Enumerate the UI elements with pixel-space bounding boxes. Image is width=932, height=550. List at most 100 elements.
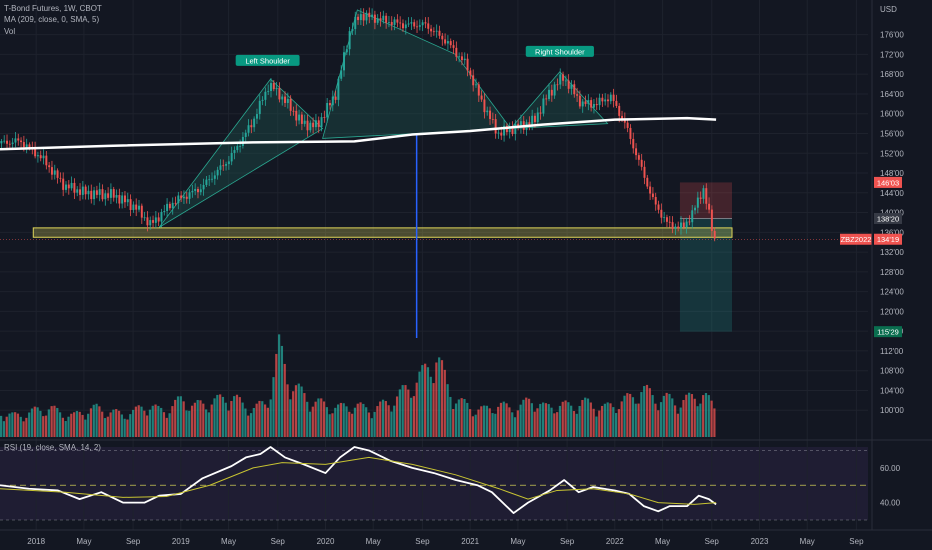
candle-body bbox=[475, 84, 477, 86]
volume-bar bbox=[320, 398, 323, 437]
candle-body bbox=[626, 122, 629, 128]
candle-body bbox=[682, 222, 685, 228]
volume-bar bbox=[188, 410, 191, 437]
candle-body bbox=[430, 28, 433, 32]
volume-bar bbox=[0, 415, 3, 437]
candle-body bbox=[306, 120, 309, 131]
y-tick-label: 100'00 bbox=[880, 406, 904, 415]
candle-body bbox=[362, 14, 365, 21]
candle-body bbox=[359, 14, 362, 21]
volume-bar bbox=[609, 403, 612, 437]
annotation-badge bbox=[525, 45, 594, 57]
candle-body bbox=[267, 90, 270, 92]
volume-bar bbox=[547, 404, 550, 437]
candle-body bbox=[50, 167, 53, 175]
price-tag-bg bbox=[840, 233, 872, 245]
volume-bar bbox=[50, 406, 53, 437]
volume-bar bbox=[162, 412, 166, 437]
candle-body bbox=[550, 89, 553, 96]
volume-bar bbox=[432, 383, 435, 437]
rsi-legend[interactable]: RSI (19, close, SMA, 14, 2) bbox=[4, 443, 101, 452]
volume-bar bbox=[233, 396, 236, 437]
volume-bar bbox=[120, 414, 123, 437]
volume-bar bbox=[606, 402, 609, 437]
volume-bar bbox=[407, 389, 410, 437]
candle-body bbox=[598, 97, 601, 106]
volume-bar bbox=[410, 397, 413, 437]
volume-bar bbox=[151, 405, 154, 437]
volume-bar bbox=[499, 402, 503, 437]
x-tick-label: Sep bbox=[560, 537, 575, 546]
candle-body bbox=[452, 45, 455, 48]
candle-body bbox=[357, 16, 360, 21]
volume-bar bbox=[67, 416, 70, 437]
candle-body bbox=[396, 19, 399, 23]
volume-bar bbox=[5, 416, 8, 437]
candle-body bbox=[289, 98, 292, 111]
candle-body bbox=[567, 80, 570, 89]
candle-body bbox=[8, 143, 11, 145]
candle-body bbox=[314, 120, 317, 128]
candle-body bbox=[244, 132, 247, 137]
volume-bar bbox=[600, 405, 604, 437]
volume-bar bbox=[101, 411, 104, 437]
candle-body bbox=[435, 30, 438, 32]
candle-body bbox=[25, 144, 28, 148]
candle-body bbox=[604, 99, 607, 102]
volume-bar bbox=[87, 413, 90, 437]
volume-bar bbox=[261, 401, 264, 437]
candle-body bbox=[489, 110, 492, 119]
candle-body bbox=[11, 142, 14, 145]
ma-legend[interactable]: MA (209, close, 0, SMA, 5) bbox=[4, 15, 100, 24]
volume-bar bbox=[137, 405, 140, 437]
annotation-label: Left Shoulder bbox=[245, 56, 290, 65]
candle-body bbox=[340, 70, 343, 79]
volume-bar bbox=[671, 398, 674, 437]
x-tick-label: Sep bbox=[849, 537, 864, 546]
volume-bar bbox=[179, 396, 182, 437]
candle-body bbox=[284, 96, 287, 103]
volume-legend[interactable]: Vol bbox=[4, 27, 16, 36]
price-tag-bg bbox=[874, 233, 902, 245]
candle-body bbox=[191, 190, 194, 193]
volume-bar bbox=[356, 403, 359, 437]
candle-body bbox=[222, 165, 225, 167]
volume-bar bbox=[16, 413, 20, 437]
candle-body bbox=[651, 193, 654, 198]
candle-body bbox=[472, 75, 475, 86]
candle-body bbox=[250, 125, 253, 128]
volume-bar bbox=[14, 412, 17, 437]
candle-body bbox=[56, 170, 59, 178]
volume-bar bbox=[306, 401, 309, 437]
candle-body bbox=[180, 195, 183, 199]
candle-body bbox=[559, 74, 562, 85]
symbol-legend[interactable]: T-Bond Futures, 1W, CBOT bbox=[4, 4, 102, 13]
candle-body bbox=[699, 197, 702, 199]
volume-bar bbox=[266, 407, 269, 437]
volume-bar bbox=[25, 417, 28, 437]
candle-body bbox=[710, 209, 713, 231]
volume-bar bbox=[322, 401, 326, 437]
candle-body bbox=[449, 41, 452, 46]
volume-bar bbox=[424, 363, 427, 437]
volume-bar bbox=[202, 403, 205, 437]
volume-bar bbox=[533, 411, 536, 437]
candle-body bbox=[486, 110, 489, 113]
volume-bar bbox=[19, 416, 22, 437]
rsi-ma-line bbox=[0, 456, 717, 505]
candle-body bbox=[157, 217, 160, 222]
candle-body bbox=[236, 146, 239, 151]
volume-bar bbox=[230, 401, 233, 437]
candle-body bbox=[545, 98, 548, 100]
candle-body bbox=[635, 148, 638, 156]
volume-bar bbox=[359, 402, 362, 437]
candle-body bbox=[548, 89, 550, 99]
candle-body bbox=[694, 207, 697, 211]
volume-bar bbox=[278, 334, 281, 437]
candle-body bbox=[295, 110, 298, 121]
volume-bar bbox=[572, 411, 576, 437]
volume-bar bbox=[676, 413, 679, 437]
price-tag-bg bbox=[874, 326, 902, 338]
candle-body bbox=[59, 177, 62, 179]
